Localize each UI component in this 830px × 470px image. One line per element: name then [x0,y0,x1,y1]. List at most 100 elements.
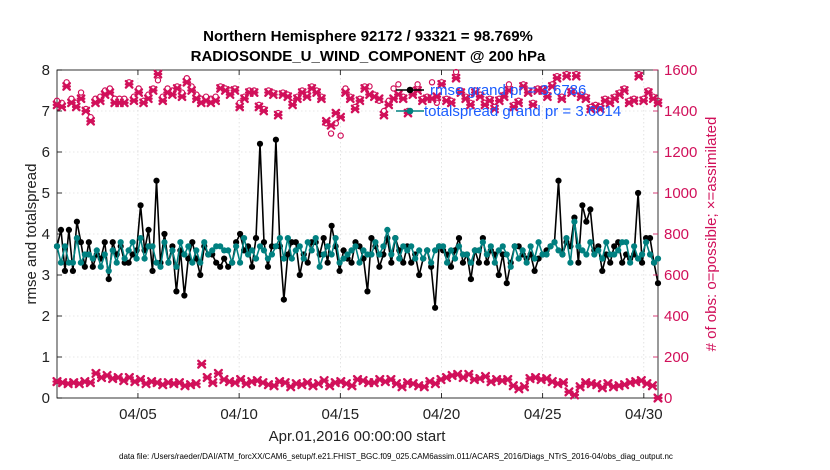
totalspread-point [634,255,642,262]
y-left-tick-label: 2 [42,308,50,325]
totalspread-point [463,251,471,258]
y-left-tick-label: 0 [42,390,50,407]
obs-assimilated-point [350,104,360,114]
totalspread-point [328,251,335,258]
obs-possible-point [337,132,344,139]
obs-assimilated-point [432,92,442,102]
totalspread-point [117,239,124,246]
rmse-point [324,259,331,266]
rmse-point [185,255,192,262]
y-left-tick-label: 5 [42,185,50,202]
rmse-point [292,239,299,246]
obs-assimilated-point [268,90,278,99]
obs-count-lower-point [569,390,580,400]
rmse-point [607,259,614,266]
totalspread-point [575,243,582,250]
obs-possible-point [452,68,460,76]
totalspread-point [384,226,391,233]
totalspread-point [531,255,538,262]
rmse-point [388,259,395,266]
obs-assimilated-point [76,94,86,104]
footer-data-file: data file: /Users/raeder/DAI/ATM_forcXX/… [119,452,673,461]
rmse-point [583,218,590,225]
totalspread-point [268,251,276,258]
totalspread-point [53,243,61,250]
obs-possible-point [433,99,441,107]
rmse-point [455,235,463,242]
totalspread-point [555,247,562,254]
rmse-point [376,263,383,270]
obs-assimilated-point [653,98,663,108]
obs-count-lower-point [85,378,95,388]
obs-assimilated-point [543,92,552,102]
totalspread-point [587,239,594,246]
rmse-point [81,263,88,270]
obs-assimilated-point [81,106,91,116]
obs-assimilated-point [235,102,245,112]
totalspread-point [507,263,514,270]
totalspread-point [252,255,260,262]
totalspread-point [209,247,216,254]
rmse-point [153,177,160,184]
obs-assimilated-point [283,92,293,102]
rmse-point [221,255,228,262]
totalspread-point [579,247,586,254]
totalspread-point [595,247,602,254]
y-right-tick-label: 600 [664,267,689,284]
rmse-point [189,239,196,246]
x-tick-label: 04/10 [220,406,258,423]
totalspread-point [197,259,204,266]
rmse-point [646,235,654,242]
totalspread-point [229,259,236,266]
totalspread-point [372,239,379,246]
legend-spread-label: totalspread grand pr = 3.6014 [424,103,621,120]
rmse-point [320,235,327,242]
obs-possible-point [395,81,402,88]
totalspread-point [563,235,570,242]
obs-count-lower-point [191,379,201,389]
totalspread-point [503,251,510,258]
rmse-point [65,226,73,233]
rmse-point [85,239,92,246]
obs-assimilated-point [581,94,591,104]
totalspread-point [491,259,498,266]
totalspread-point [400,243,407,250]
x-axis-label: Apr.01,2016 00:00:00 start [269,428,447,445]
totalspread-point [288,255,295,262]
totalspread-point [276,235,283,242]
totalspread-point [416,247,423,254]
obs-assimilated-point [629,96,639,106]
rmse-point [264,263,272,270]
obs-assimilated-point [571,71,581,81]
totalspread-point [583,251,590,258]
obs-assimilated-point [562,71,572,81]
rmse-point [125,259,132,266]
obs-assimilated-point [355,96,365,106]
totalspread-point [495,247,502,254]
totalspread-point [499,243,506,250]
totalspread-point [225,247,232,254]
totalspread-point [332,235,339,242]
rmse-point [336,267,343,274]
rmse-point [137,202,144,209]
totalspread-point [113,259,120,266]
obs-assimilated-point [134,88,144,97]
obs-possible-point [390,85,397,92]
obs-assimilated-point [249,88,259,97]
obs-assimilated-point [557,94,567,104]
totalspread-point [236,259,244,266]
totalspread-point [451,255,459,262]
totalspread-point [380,243,387,250]
obs-assimilated-point [490,104,499,114]
obs-assimilated-point [143,94,153,104]
totalspread-point [217,243,224,250]
rmse-point [304,259,311,266]
rmse-point [503,280,510,287]
totalspread-point [240,235,248,242]
totalspread-point [340,255,347,262]
rmse-point [260,239,268,246]
totalspread-point [233,243,240,250]
rmse-point [197,271,204,279]
totalspread-point [324,243,331,250]
